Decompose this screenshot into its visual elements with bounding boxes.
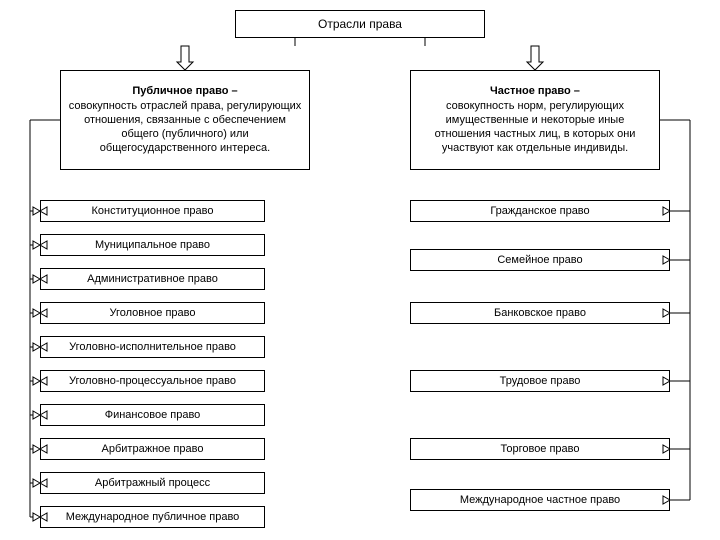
connectors [0, 0, 720, 540]
